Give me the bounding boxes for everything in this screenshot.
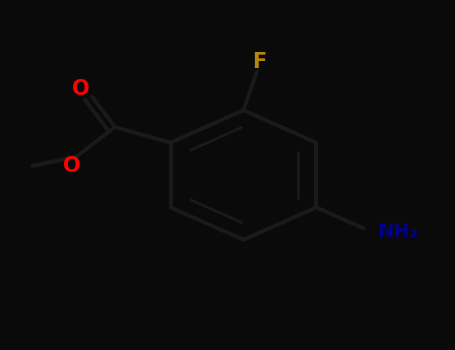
Text: O: O <box>72 79 90 99</box>
Text: O: O <box>63 155 81 175</box>
Text: NH₂: NH₂ <box>377 222 418 241</box>
Text: F: F <box>252 51 266 71</box>
